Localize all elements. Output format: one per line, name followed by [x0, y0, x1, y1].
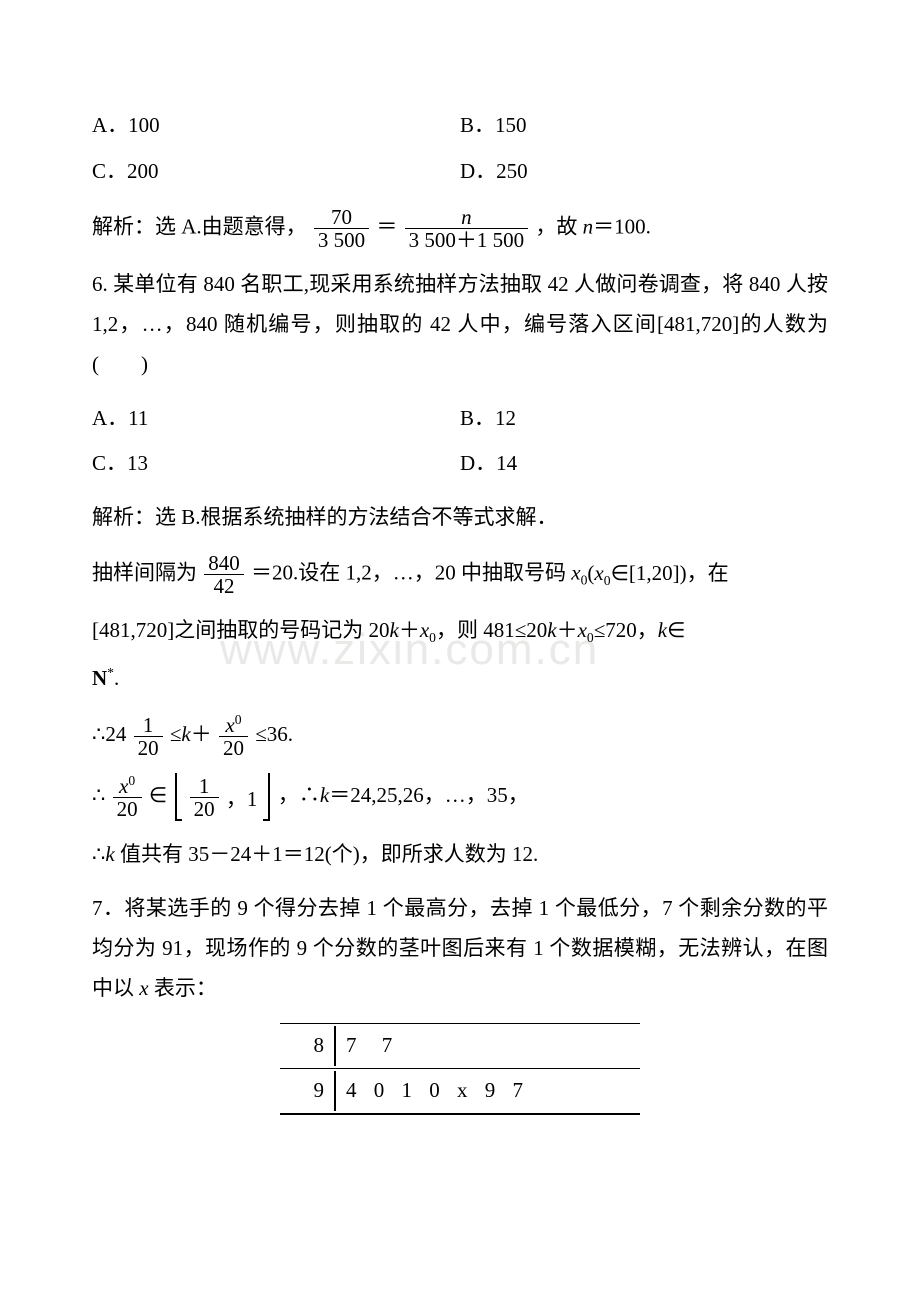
opt-value: 12: [495, 406, 516, 430]
text: ＝20.设在 1,2，…，20 中抽取号码: [251, 561, 571, 585]
opt-letter: C: [92, 159, 106, 183]
text: 抽样间隔为: [92, 561, 197, 585]
frac-den: 20: [219, 736, 248, 759]
equals: ＝: [376, 214, 397, 238]
fraction: 840 42: [204, 552, 244, 597]
frac-den: 3 500＋1 500: [405, 228, 529, 251]
q5-option-c: C．200: [92, 152, 460, 192]
fraction: 1 20: [134, 714, 163, 759]
fraction: x0 20: [219, 713, 248, 759]
fraction: 70 3 500: [314, 206, 369, 251]
opt-letter: B: [460, 406, 474, 430]
right-bracket-icon: [263, 773, 273, 821]
var-x0: x: [571, 561, 580, 585]
text: ∴k 值共有 35－24＋1＝12(个)，即所求人数为 12.: [92, 842, 538, 866]
opt-letter: A: [92, 406, 107, 430]
q5-sol-prefix: 解析：选 A.由题意得，: [92, 214, 307, 238]
stemleaf-row: 9 4 0 1 0 x 9 7: [280, 1071, 640, 1111]
frac-num: 1: [190, 775, 219, 797]
opt-letter: D: [460, 451, 475, 475]
opt-value: 150: [495, 113, 527, 137]
text: ，∴k＝24,25,26，…，35，: [278, 783, 529, 807]
frac-num: 70: [314, 206, 369, 228]
opt-value: 14: [496, 451, 517, 475]
q6-ineq2: ∴ x0 20 ∈ 1 20 ，1 ，∴k＝24,25,26，…，35，: [92, 773, 828, 821]
q5-option-d: D．250: [460, 152, 828, 192]
frac-num: 840: [204, 552, 244, 574]
q6-sol-line3: [481,720]之间抽取的号码记为 20k＋x0，则 481≤20k＋x0≤7…: [92, 611, 828, 651]
frac-den: 20: [134, 736, 163, 759]
q6-option-a: A．11: [92, 399, 460, 439]
q6-sol-line2: 抽样间隔为 840 42 ＝20.设在 1,2，…，20 中抽取号码 x0(x0…: [92, 552, 828, 597]
plot-rule-top: [280, 1023, 640, 1024]
frac-num: n: [405, 206, 529, 228]
stem-value: 8: [280, 1026, 334, 1066]
q6-stem: 6. 某单位有 840 名职工,现采用系统抽样方法抽取 42 人做问卷调查，将 …: [92, 265, 828, 385]
q6-option-c: C．13: [92, 444, 460, 484]
text: ≤36.: [255, 722, 293, 746]
q5-option-a: A．100: [92, 106, 460, 146]
q5-option-b: B．150: [460, 106, 828, 146]
q5-options-row2: C．200 D．250: [92, 152, 828, 192]
text: ∴: [92, 783, 105, 807]
stem-value: 9: [280, 1071, 334, 1111]
q6-sol-last: ∴k 值共有 35－24＋1＝12(个)，即所求人数为 12.: [92, 835, 828, 875]
opt-value: 200: [127, 159, 159, 183]
q6-option-d: D．14: [460, 444, 828, 484]
opt-value: 13: [127, 451, 148, 475]
q5-sol-suffix: ，故 n＝100.: [535, 214, 651, 238]
fraction: 1 20: [190, 775, 219, 820]
q6-option-b: B．12: [460, 399, 828, 439]
q6-ineq1: ∴24 1 20 ≤k＋ x0 20 ≤36.: [92, 713, 828, 759]
q6-options-row1: A．11 B．12: [92, 399, 828, 439]
opt-value: 250: [496, 159, 528, 183]
plot-rule-mid: [280, 1068, 640, 1069]
opt-value: 11: [128, 406, 148, 430]
q7-stem: 7．将某选手的 9 个得分去掉 1 个最高分，去掉 1 个最低分，7 个剩余分数…: [92, 889, 828, 1009]
q5-solution: 解析：选 A.由题意得， 70 3 500 ＝ n 3 500＋1 500 ，故…: [92, 206, 828, 251]
frac-num: x0: [219, 713, 248, 736]
opt-value: 100: [128, 113, 160, 137]
text: ∈: [149, 783, 167, 807]
set-n: N*.: [92, 666, 119, 690]
fraction: x0 20: [113, 774, 142, 820]
fraction: n 3 500＋1 500: [405, 206, 529, 251]
frac-den: 42: [204, 574, 244, 597]
stemleaf-row: 8 7 7: [280, 1026, 640, 1066]
plot-rule-bottom: [280, 1113, 640, 1114]
opt-letter: B: [460, 113, 474, 137]
q6-sol-line3b: N*.: [92, 659, 828, 699]
left-bracket-icon: [172, 773, 182, 821]
text: ∴24: [92, 722, 126, 746]
text: ，1: [226, 787, 258, 811]
opt-letter: A: [92, 113, 107, 137]
q6-options-row2: C．13 D．14: [92, 444, 828, 484]
leaf-values: 7 7: [336, 1026, 640, 1066]
opt-letter: C: [92, 451, 106, 475]
opt-letter: D: [460, 159, 475, 183]
text: (x0∈[1,20])，在: [587, 561, 728, 585]
leaf-values: 4 0 1 0 x 9 7: [336, 1071, 640, 1111]
text: 7．将某选手的 9 个得分去掉 1 个最高分，去掉 1 个最低分，7 个剩余分数…: [92, 896, 828, 1000]
stem-leaf-plot: 8 7 7 9 4 0 1 0 x 9 7: [280, 1023, 640, 1115]
frac-den: 3 500: [314, 228, 369, 251]
q5-options-row1: A．100 B．150: [92, 106, 828, 146]
text: ≤k＋: [170, 722, 212, 746]
frac-den: 20: [190, 797, 219, 820]
frac-den: 20: [113, 797, 142, 820]
q6-sol-line1: 解析：选 B.根据系统抽样的方法结合不等式求解．: [92, 498, 828, 538]
frac-num: 1: [134, 714, 163, 736]
text: [481,720]之间抽取的号码记为 20k＋x0，则 481≤20k＋x0≤7…: [92, 618, 685, 642]
frac-num: x0: [113, 774, 142, 797]
